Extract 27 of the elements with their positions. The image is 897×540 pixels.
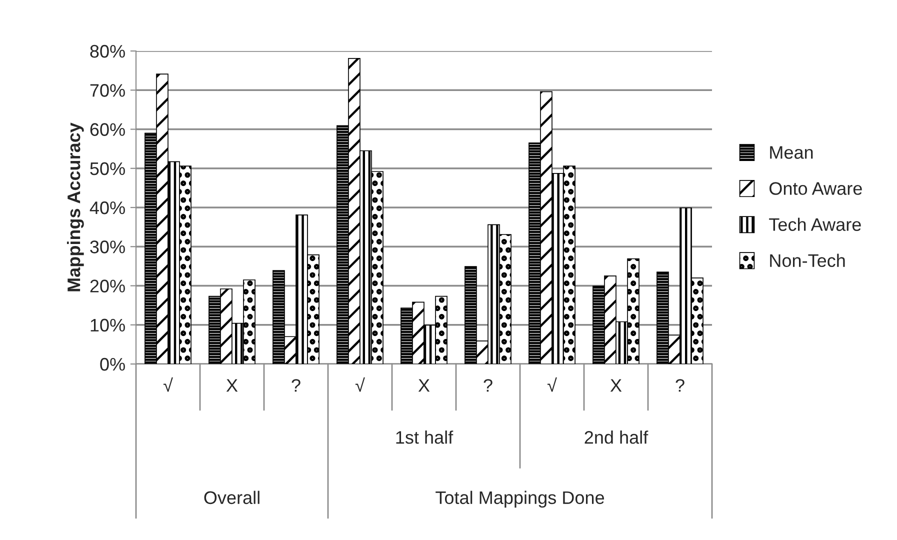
x-tick-label: √ [547,377,557,392]
y-tick-label: 0% [100,358,125,371]
legend-label: Tech Aware [769,218,861,231]
x-tick-label: √ [163,377,173,392]
x-tick-label: ? [484,379,492,392]
x-tick-label: ? [676,379,684,392]
x-tick-label: √ [355,377,365,392]
text: Total Mappings Done [436,490,604,508]
text: 1st half [396,430,454,444]
y-tick-label: 60% [90,123,125,136]
text: 2nd half [584,430,648,444]
y-axis-title: Mappings Accuracy [66,122,84,292]
x-tick-label: X [418,379,430,392]
x-tick-label: X [226,379,238,392]
y-tick-label: 40% [90,201,125,214]
y-tick-label: 10% [90,318,125,332]
legend-label: Non-Tech [770,254,845,268]
x-tick-label: X [610,379,622,392]
y-tick-label: 70% [90,84,125,97]
y-tick-label: 20% [90,280,125,292]
y-tick-label: 30% [90,240,125,254]
text: Overall [204,490,260,504]
legend-label: Onto Aware [770,182,862,195]
y-tick-label: 50% [90,162,125,176]
x-tick-label: ? [292,379,300,392]
y-tick-label: 80% [90,44,125,58]
legend-label: Mean [770,146,813,159]
